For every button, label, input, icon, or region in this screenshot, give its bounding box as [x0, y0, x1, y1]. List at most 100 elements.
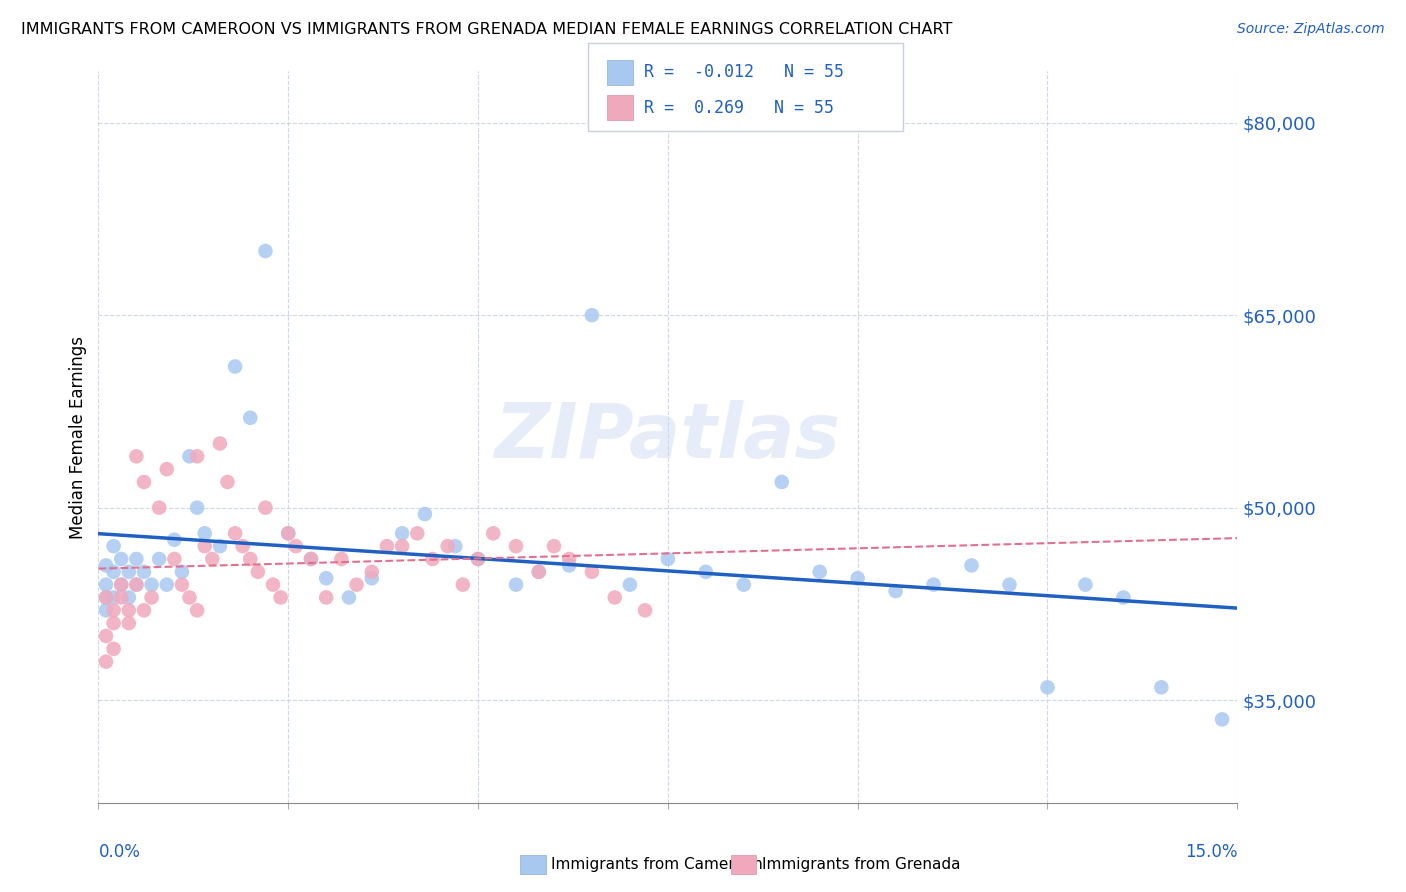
Point — [391, 539, 413, 553]
Point — [422, 552, 444, 566]
Point — [527, 565, 550, 579]
Point — [201, 552, 224, 566]
Point — [125, 450, 148, 464]
Point — [246, 565, 269, 579]
Point — [156, 462, 179, 476]
Point — [558, 558, 581, 573]
Point — [118, 616, 141, 631]
Point — [581, 565, 603, 579]
Point — [132, 603, 155, 617]
Point — [581, 308, 603, 322]
Point — [960, 558, 983, 573]
Point — [232, 539, 254, 553]
Point — [846, 571, 869, 585]
Text: 15.0%: 15.0% — [1185, 843, 1237, 861]
Point — [194, 539, 217, 553]
Point — [270, 591, 292, 605]
Point — [413, 507, 436, 521]
Point — [118, 603, 141, 617]
Point — [103, 591, 125, 605]
Point — [360, 565, 382, 579]
Point — [1150, 681, 1173, 695]
Point — [94, 591, 117, 605]
Point — [103, 641, 125, 656]
Point — [163, 552, 186, 566]
Point — [186, 603, 208, 617]
Point — [1074, 577, 1097, 591]
Point — [118, 565, 141, 579]
Point — [125, 577, 148, 591]
Point — [103, 565, 125, 579]
Point — [998, 577, 1021, 591]
Point — [125, 577, 148, 591]
Point — [558, 552, 581, 566]
Point — [254, 500, 277, 515]
Point — [770, 475, 793, 489]
Point — [132, 475, 155, 489]
Text: R =  0.269   N = 55: R = 0.269 N = 55 — [644, 99, 834, 117]
Point — [619, 577, 641, 591]
Point — [1112, 591, 1135, 605]
Point — [527, 565, 550, 579]
Text: IMMIGRANTS FROM CAMEROON VS IMMIGRANTS FROM GRENADA MEDIAN FEMALE EARNINGS CORRE: IMMIGRANTS FROM CAMEROON VS IMMIGRANTS F… — [21, 22, 952, 37]
Y-axis label: Median Female Earnings: Median Female Earnings — [69, 335, 87, 539]
Point — [1211, 712, 1233, 726]
Point — [733, 577, 755, 591]
Point — [543, 539, 565, 553]
Point — [262, 577, 284, 591]
Point — [922, 577, 945, 591]
Point — [186, 500, 208, 515]
Point — [375, 539, 398, 553]
Point — [125, 552, 148, 566]
Point — [94, 629, 117, 643]
Point — [208, 539, 231, 553]
Point — [170, 565, 193, 579]
Point — [299, 552, 322, 566]
Point — [141, 591, 163, 605]
Point — [406, 526, 429, 541]
Point — [103, 603, 125, 617]
Point — [118, 591, 141, 605]
Point — [94, 591, 117, 605]
Point — [436, 539, 458, 553]
Point — [467, 552, 489, 566]
Point — [884, 584, 907, 599]
Point — [186, 450, 208, 464]
Point — [179, 591, 201, 605]
Point — [110, 577, 132, 591]
Point — [110, 591, 132, 605]
Point — [603, 591, 626, 605]
Point — [482, 526, 505, 541]
Text: ZIPatlas: ZIPatlas — [495, 401, 841, 474]
Point — [451, 577, 474, 591]
Point — [103, 616, 125, 631]
Point — [360, 571, 382, 585]
Point — [217, 475, 239, 489]
Point — [110, 552, 132, 566]
Point — [808, 565, 831, 579]
Point — [277, 526, 299, 541]
Point — [505, 539, 527, 553]
Point — [208, 436, 231, 450]
Point — [444, 539, 467, 553]
Point — [132, 565, 155, 579]
Point — [505, 577, 527, 591]
Point — [330, 552, 353, 566]
Point — [224, 359, 246, 374]
Point — [94, 603, 117, 617]
Point — [277, 526, 299, 541]
Point — [337, 591, 360, 605]
Point — [110, 577, 132, 591]
Point — [695, 565, 717, 579]
Point — [391, 526, 413, 541]
Text: R =  -0.012   N = 55: R = -0.012 N = 55 — [644, 63, 844, 81]
Point — [163, 533, 186, 547]
Point — [254, 244, 277, 258]
Point — [194, 526, 217, 541]
Text: Immigrants from Cameroon: Immigrants from Cameroon — [551, 857, 763, 871]
Point — [170, 577, 193, 591]
Point — [315, 571, 337, 585]
Point — [657, 552, 679, 566]
Point — [94, 577, 117, 591]
Point — [239, 410, 262, 425]
